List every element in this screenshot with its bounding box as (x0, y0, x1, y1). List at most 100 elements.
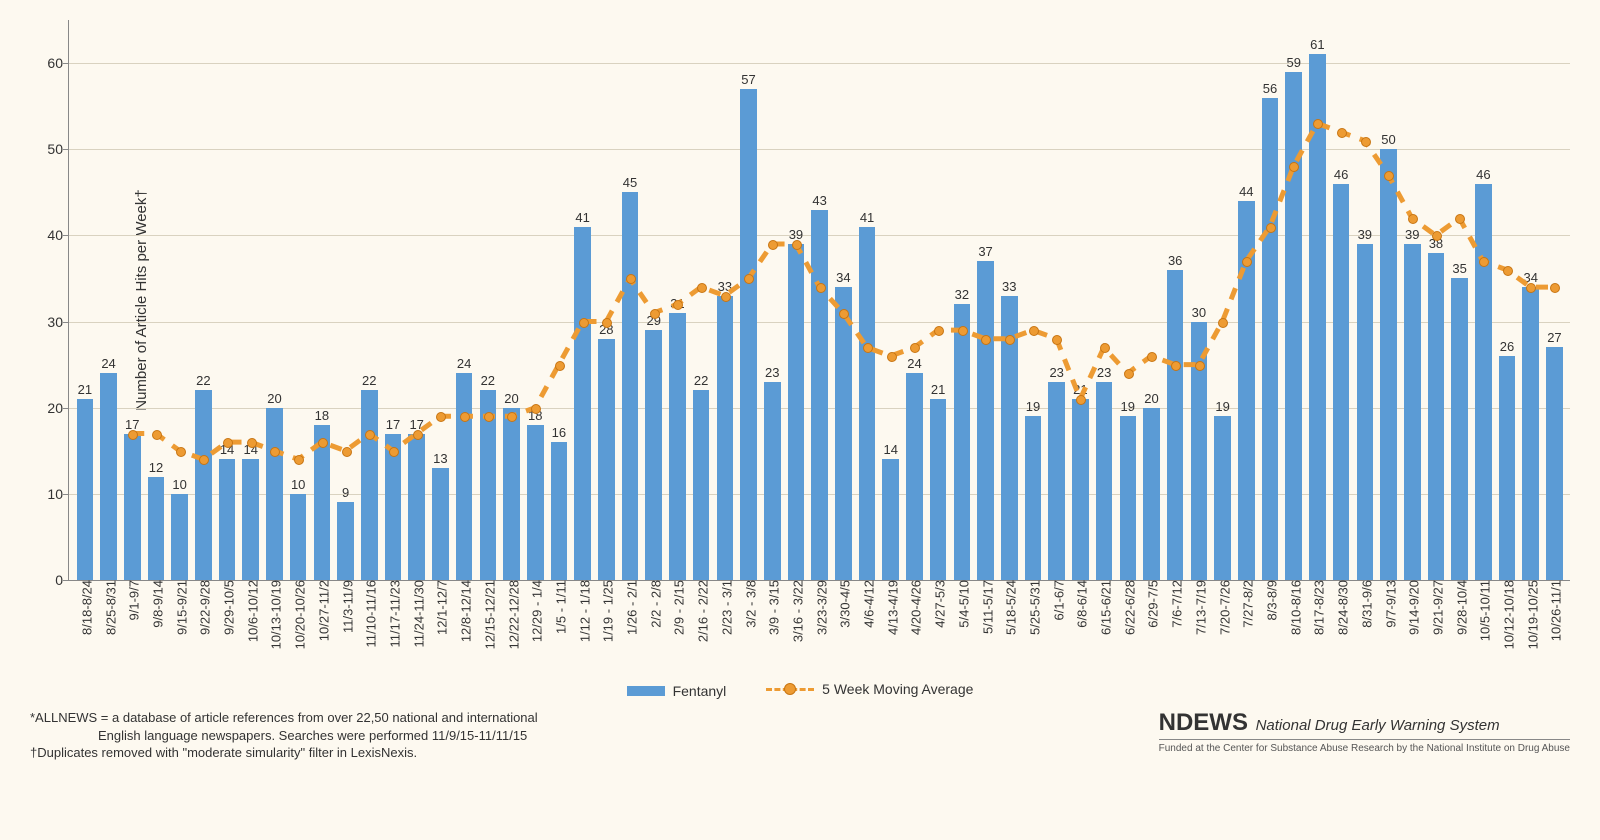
x-tick-label: 5/25-5/31 (1023, 580, 1042, 635)
bar-slot: 236/15-6/21 (1092, 20, 1116, 580)
bar-slot: 248/25-8/31 (97, 20, 121, 580)
bar-value-label: 31 (670, 296, 684, 313)
x-tick-label: 1/5 - 1/11 (549, 580, 568, 634)
bar-value-label: 20 (267, 391, 281, 408)
bar-value-label: 37 (978, 244, 992, 261)
bar-slot: 2010/13-10/19 (263, 20, 287, 580)
bar-slot: 1711/17-11/23 (381, 20, 405, 580)
bar-slot: 2710/26-11/1 (1543, 20, 1567, 580)
bar-value-label: 10 (172, 477, 186, 494)
bar: 19 (1120, 416, 1137, 580)
bar-slot: 2610/12-10/18 (1495, 20, 1519, 580)
bar-slot: 3410/19-10/25 (1519, 20, 1543, 580)
bar-value-label: 28 (599, 322, 613, 339)
bar-value-label: 34 (1524, 270, 1538, 287)
bar-value-label: 23 (1049, 365, 1063, 382)
bar-slot: 229/22-9/28 (192, 20, 216, 580)
bar-value-label: 26 (1500, 339, 1514, 356)
bar: 34 (1522, 287, 1539, 580)
x-tick-label: 4/6-4/12 (858, 580, 877, 628)
bar-slot: 2012/22-12/28 (500, 20, 524, 580)
x-tick-label: 5/4-5/10 (952, 580, 971, 628)
bar: 24 (906, 373, 923, 580)
x-tick-label: 1/26 - 2/1 (621, 580, 640, 635)
bar: 34 (835, 287, 852, 580)
bar-slot: 149/29-10/5 (215, 20, 239, 580)
bar-slot: 509/7-9/13 (1377, 20, 1401, 580)
bar: 59 (1285, 72, 1302, 580)
x-tick-label: 10/26-11/1 (1545, 580, 1564, 641)
bar-slot: 335/18-5/24 (997, 20, 1021, 580)
bar-value-label: 22 (362, 373, 376, 390)
bar-value-label: 22 (196, 373, 210, 390)
x-tick-label: 6/8-6/14 (1071, 580, 1090, 628)
y-tick-label: 0 (55, 572, 69, 588)
bar-slot: 4610/5-10/11 (1471, 20, 1495, 580)
x-tick-label: 12/22-12/28 (502, 580, 521, 649)
bar-value-label: 14 (220, 442, 234, 459)
bar-slot: 618/17-8/23 (1306, 20, 1330, 580)
bar-value-label: 33 (718, 279, 732, 296)
bar-slot: 2212/15-12/21 (476, 20, 500, 580)
x-tick-label: 11/17-11/23 (383, 580, 402, 647)
x-tick-label: 6/22-6/28 (1118, 580, 1137, 635)
bar: 45 (622, 192, 639, 580)
bar: 17 (124, 434, 141, 580)
bar-value-label: 46 (1334, 167, 1348, 184)
bar: 61 (1309, 54, 1326, 580)
bar-value-label: 24 (101, 356, 115, 373)
x-tick-label: 12/29 - 1/4 (526, 580, 545, 642)
bar-value-label: 20 (1144, 391, 1158, 408)
bar: 33 (1001, 296, 1018, 580)
x-tick-label: 10/19-10/25 (1521, 580, 1540, 649)
bar: 10 (171, 494, 188, 580)
y-tick-label: 50 (47, 141, 69, 157)
x-tick-label: 9/28-10/4 (1450, 580, 1469, 635)
x-tick-label: 8/17-8/23 (1308, 580, 1327, 635)
legend-swatch-bar (627, 686, 665, 696)
bar-value-label: 23 (1097, 365, 1111, 382)
x-tick-label: 2/2 - 2/8 (644, 580, 663, 628)
x-tick-label: 7/20-7/26 (1213, 580, 1232, 635)
bar-slot: 292/2 - 2/8 (642, 20, 666, 580)
bar: 28 (598, 339, 615, 580)
bar-slot: 129/8-9/14 (144, 20, 168, 580)
bar: 26 (1499, 356, 1516, 580)
bar-slot: 281/19 - 1/25 (594, 20, 618, 580)
bar: 23 (764, 382, 781, 580)
brand-block: NDEWS National Drug Early Warning System… (1159, 709, 1570, 754)
bar: 18 (314, 425, 331, 580)
bar-slot: 197/20-7/26 (1211, 20, 1235, 580)
bar-value-label: 39 (1358, 227, 1372, 244)
bar-slot: 399/14-9/20 (1400, 20, 1424, 580)
bar-slot: 218/18-8/24 (73, 20, 97, 580)
y-tick-label: 60 (47, 55, 69, 71)
bar-slot: 389/21-9/27 (1424, 20, 1448, 580)
bar-slot: 414/6-4/12 (855, 20, 879, 580)
x-tick-label: 3/9 - 3/15 (763, 580, 782, 635)
bar-slot: 195/25-5/31 (1021, 20, 1045, 580)
bar: 29 (645, 330, 662, 580)
bar-slot: 393/16 - 3/22 (784, 20, 808, 580)
x-tick-label: 8/18-8/24 (75, 580, 94, 635)
bar-value-label: 20 (504, 391, 518, 408)
bar: 32 (954, 304, 971, 580)
bar: 14 (882, 459, 899, 580)
x-tick-label: 4/13-4/19 (881, 580, 900, 635)
bar: 20 (503, 408, 520, 580)
bar: 41 (574, 227, 591, 580)
bar: 46 (1333, 184, 1350, 580)
bar: 38 (1428, 253, 1445, 580)
legend-label-line: 5 Week Moving Average (822, 681, 973, 697)
bar-value-label: 29 (646, 313, 660, 330)
bar-slot: 144/13-4/19 (879, 20, 903, 580)
legend-item-line: 5 Week Moving Average (766, 681, 973, 697)
bar-value-label: 59 (1286, 55, 1300, 72)
bar-value-label: 19 (1215, 399, 1229, 416)
bar-slot: 216/8-6/14 (1069, 20, 1093, 580)
bar-slot: 161/5 - 1/11 (547, 20, 571, 580)
bar-value-label: 45 (623, 175, 637, 192)
x-tick-label: 7/6-7/12 (1166, 580, 1185, 628)
bar-slot: 598/10-8/16 (1282, 20, 1306, 580)
legend-item-bar: Fentanyl (627, 683, 727, 699)
